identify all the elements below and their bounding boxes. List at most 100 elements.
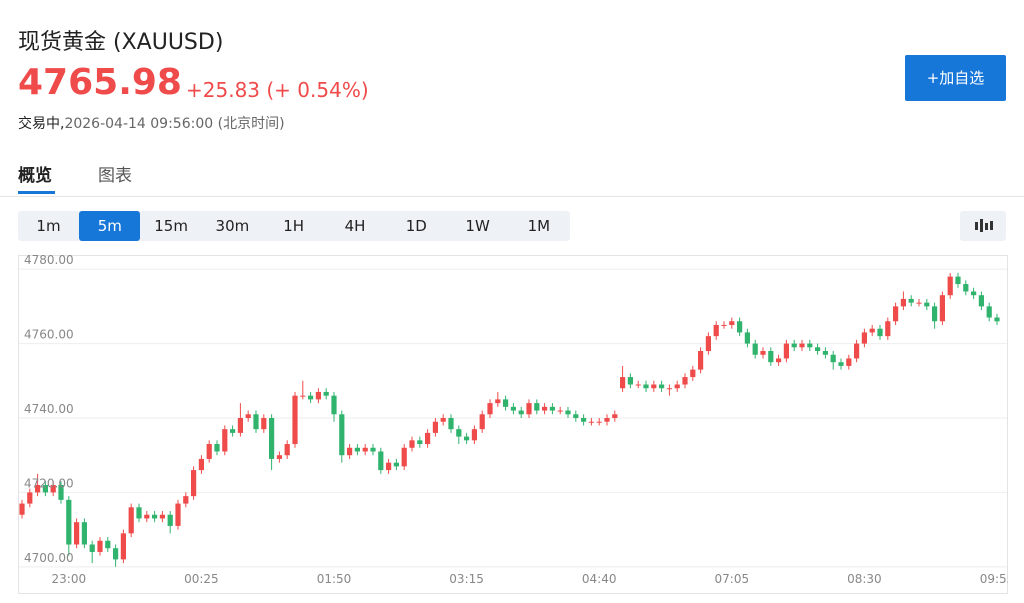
candle-body [378,451,384,471]
candle-body [822,351,828,355]
change-pct: (+ 0.54%) [266,78,369,102]
divider [0,196,1024,197]
plot-border [18,255,1008,594]
x-tick-label: 08:30 [847,572,882,586]
candle-body [877,328,883,337]
candle-body [588,421,594,423]
candle-body [42,484,48,493]
candle-body [698,351,704,370]
candle-body [503,399,509,407]
candle-body [198,458,204,471]
candle-body [323,391,329,396]
candle-body [682,377,688,385]
candle-body [261,418,267,430]
candle-body [510,406,516,411]
candle-body [370,447,376,452]
interval-button[interactable]: 15m [154,217,188,235]
candle-body [58,484,64,500]
x-tick-label: 01:50 [317,572,352,586]
candle-body [721,324,727,326]
candle-body [752,343,758,355]
candle-body [191,470,197,497]
candle-body [557,410,563,412]
candle-body [854,343,860,359]
candle-body [526,403,532,415]
candle-body [900,298,906,307]
candle-icon [975,219,993,232]
candle-body [214,444,220,452]
candle-body [425,432,431,445]
candle-body [799,343,805,348]
candle-body [237,418,243,433]
candle-body [955,276,961,285]
candle-body [152,514,158,519]
candle-body [815,347,821,352]
status-row: 交易中,2026-04-14 09:56:00 (北京时间) [18,113,285,133]
candle-body [893,306,899,322]
candle-body [159,514,165,519]
chart: 4700.00 4720.00 4740.00 4760.00 4780.00 23:00… [18,255,1008,594]
candle-body [635,384,641,386]
candle-body [27,492,33,504]
candle-body [737,321,743,333]
candle-body [690,369,696,378]
candle-body [89,544,95,552]
candle-body [464,436,470,441]
candle-body [604,418,610,422]
candle-body [916,302,922,304]
candle-body [744,332,750,344]
candle-body [627,377,633,385]
y-tick-label: 4700.00 [24,551,74,565]
interval-button[interactable]: 1W [465,217,490,235]
interval-button[interactable]: 4H [344,217,366,235]
chart-type-button[interactable] [960,211,1006,241]
status: 交易中, [18,116,65,132]
candle-body [230,429,236,433]
candle-body [362,447,368,452]
tab[interactable]: 概览 [18,166,52,186]
candle-body [620,377,626,389]
change-row: +25.83 (+ 0.54%) [186,78,369,102]
candle-body [354,447,360,452]
title-row: 现货黄金 (XAUUSD) [18,24,223,56]
interval-button[interactable]: 1H [283,217,305,235]
watchlist-button[interactable]: +加自选 [905,55,1006,101]
candle-body [565,410,571,415]
interval-button[interactable]: 5m [79,211,141,241]
candle-body [924,302,930,307]
candle-body [838,362,844,366]
candle-body [791,343,797,348]
tab[interactable]: 图表 [98,166,132,186]
candle-body [978,295,984,307]
candle-body [534,403,540,411]
candle-body [276,455,282,459]
candle-body [971,291,977,296]
candle-body [81,522,87,545]
interval-button[interactable]: 1M [527,217,551,235]
interval-button[interactable]: 30m [215,217,250,235]
interval-button[interactable]: 1m [36,217,61,235]
candle-body [783,343,789,359]
candle-body [417,440,423,445]
candle-body [222,429,228,452]
candle-body [331,395,337,415]
candle-body [74,522,80,545]
candle-body [549,406,555,411]
candle-body [612,414,618,418]
candle-body [846,358,852,366]
interval-button[interactable]: 1D [405,217,427,235]
y-tick-label: 4780.00 [24,255,74,267]
candle-body [994,317,1000,322]
candle-body [253,414,259,430]
candle-body [175,503,181,526]
candle-body [908,298,914,303]
candle-body [830,354,836,363]
candle-body [66,499,72,545]
candle-body [97,540,103,552]
candle-body [105,540,111,549]
candle-body [386,462,392,471]
candle-body [269,418,275,459]
candle-body [19,503,25,515]
candle-body [440,418,446,422]
